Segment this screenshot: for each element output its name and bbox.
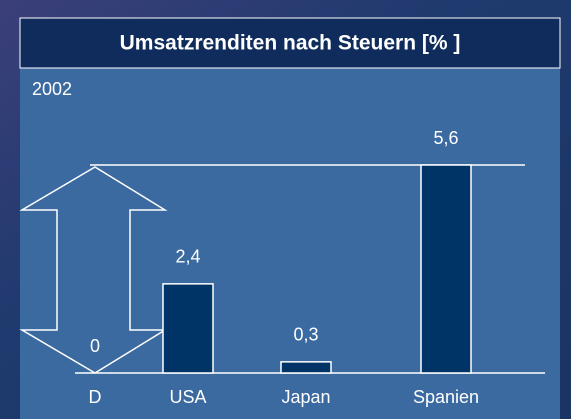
value-label: 5,6	[433, 128, 458, 148]
chart-subtitle: 2002	[32, 79, 72, 99]
bar	[280, 361, 332, 374]
chart-title: Umsatzrenditen nach Steuern [% ]	[120, 32, 461, 55]
bar	[420, 164, 472, 374]
x-tick-label: Spanien	[413, 387, 479, 407]
value-label: 0	[90, 336, 100, 356]
x-tick-label: D	[89, 387, 102, 407]
x-tick-label: USA	[169, 387, 206, 407]
value-label: 2,4	[175, 247, 200, 267]
bar	[162, 283, 214, 374]
value-label: 0,3	[293, 325, 318, 345]
title-box	[19, 17, 561, 69]
x-tick-label: Japan	[281, 387, 330, 407]
